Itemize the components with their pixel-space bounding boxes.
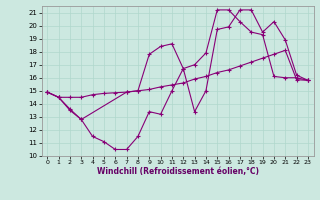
X-axis label: Windchill (Refroidissement éolien,°C): Windchill (Refroidissement éolien,°C): [97, 167, 259, 176]
